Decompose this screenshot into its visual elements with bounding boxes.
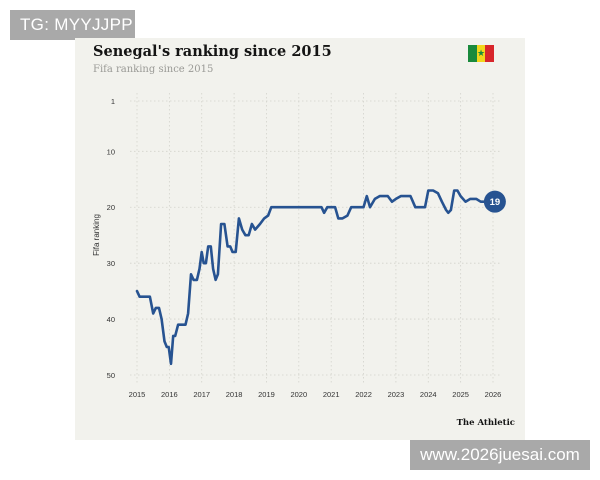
x-tick-labels: 2015 2016 2017 2018 2019 2020 2021 2022 2023 2024… [129,390,502,399]
x-tick-label: 2022 [355,390,372,399]
flag-star-icon: ★ [476,48,486,58]
senegal-flag-icon: ★ [468,45,494,62]
y-tick-label: 40 [107,315,115,324]
end-value-marker [483,190,506,213]
y-tick-labels: 1 10 20 30 40 50 [107,97,115,380]
x-tick-label: 2025 [452,390,469,399]
chart-subtitle: Fifa ranking since 2015 [93,64,214,75]
y-tick-label: 30 [107,259,115,268]
end-value-label: 19 [490,197,501,208]
x-tick-label: 2018 [226,390,243,399]
x-tick-label: 2017 [193,390,210,399]
x-tick-label: 2016 [161,390,178,399]
x-tick-label: 2019 [258,390,275,399]
y-tick-label: 1 [111,97,115,106]
x-tick-label: 2026 [485,390,502,399]
flag-stripe-red [485,45,494,62]
x-tick-label: 2023 [388,390,405,399]
chart-card: Senegal's ranking since 2015 Fifa rankin… [75,38,525,440]
publisher-logo: The Athletic [456,418,515,428]
end-marker-layer: 19 [483,190,506,213]
y-tick-label: 20 [107,203,115,212]
flag-stripe-green [468,45,477,62]
x-tick-label: 2020 [290,390,307,399]
series-layer [135,189,488,366]
x-tick-label: 2024 [420,390,437,399]
watermark-top-left: TG: MYYJJPP [10,10,135,40]
ranking-line-chart: 1 10 20 30 40 50 2015 2016 2017 2018 2019 2020 2021… [92,93,506,399]
series-line-senegal [135,189,488,366]
watermark-bottom-right: www.2026juesai.com [410,440,590,470]
y-axis-label: Fifa ranking [92,214,101,256]
y-tick-label: 10 [107,147,115,156]
grid-lines [130,93,500,383]
chart-title: Senegal's ranking since 2015 [93,43,332,60]
x-tick-label: 2021 [323,390,340,399]
x-tick-label: 2015 [129,390,146,399]
flag-stripe-yellow: ★ [476,45,486,62]
y-tick-label: 50 [107,371,115,380]
